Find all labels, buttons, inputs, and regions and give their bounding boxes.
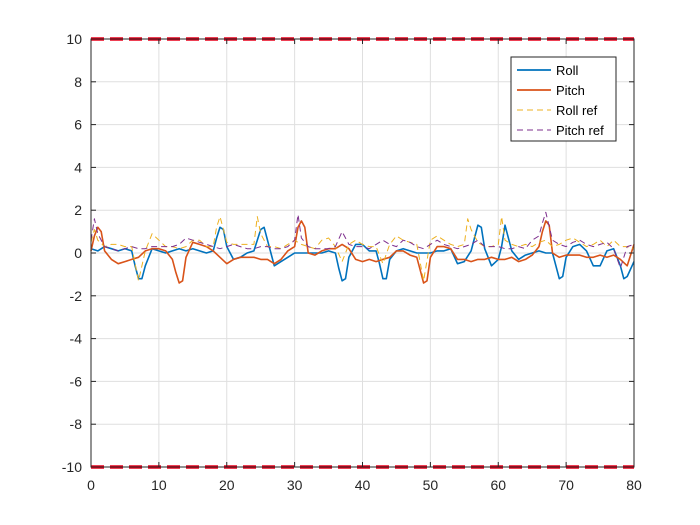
y-tick-label: 10 <box>66 31 82 47</box>
x-tick-label: 30 <box>287 477 303 493</box>
series-line-roll-ref <box>90 216 635 282</box>
x-tick-label: 60 <box>490 477 506 493</box>
x-tick-label: 10 <box>151 477 167 493</box>
x-tick-label: 80 <box>626 477 642 493</box>
y-tick-label: -10 <box>62 459 82 475</box>
y-tick-label: 4 <box>74 159 82 175</box>
legend-label: Pitch <box>556 83 585 98</box>
grid-lines <box>90 38 635 468</box>
y-tick-label: 0 <box>74 245 82 261</box>
legend: Roll Pitch Roll ref Pitch ref <box>510 56 617 142</box>
axis-ticks <box>90 38 635 468</box>
x-tick-label: 50 <box>423 477 439 493</box>
x-tick-label: 70 <box>558 477 574 493</box>
y-tick-label: 6 <box>74 117 82 133</box>
x-tick-label: 20 <box>219 477 235 493</box>
y-tick-label: -2 <box>70 288 83 304</box>
y-tick-label: -6 <box>70 373 83 389</box>
x-tick-labels: 0 10 20 30 40 50 60 70 80 <box>87 477 642 493</box>
legend-box <box>510 56 617 142</box>
series-line-pitch <box>90 220 635 284</box>
y-tick-label: -8 <box>70 416 83 432</box>
x-tick-label: 40 <box>355 477 371 493</box>
y-tick-label: -4 <box>70 331 83 347</box>
legend-label: Pitch ref <box>556 123 604 138</box>
y-tick-labels: -10 -8 -6 -4 -2 0 2 4 6 8 10 <box>62 31 82 475</box>
y-tick-label: 8 <box>74 74 82 90</box>
legend-label: Roll ref <box>556 103 598 118</box>
legend-label: Roll <box>556 63 579 78</box>
series-lines <box>90 211 635 284</box>
series-line-roll <box>90 224 635 282</box>
legend-entries: Roll Pitch Roll ref Pitch ref <box>517 63 604 138</box>
series-line-pitch-ref <box>90 211 635 269</box>
x-tick-label: 0 <box>87 477 95 493</box>
y-tick-label: 2 <box>74 202 82 218</box>
